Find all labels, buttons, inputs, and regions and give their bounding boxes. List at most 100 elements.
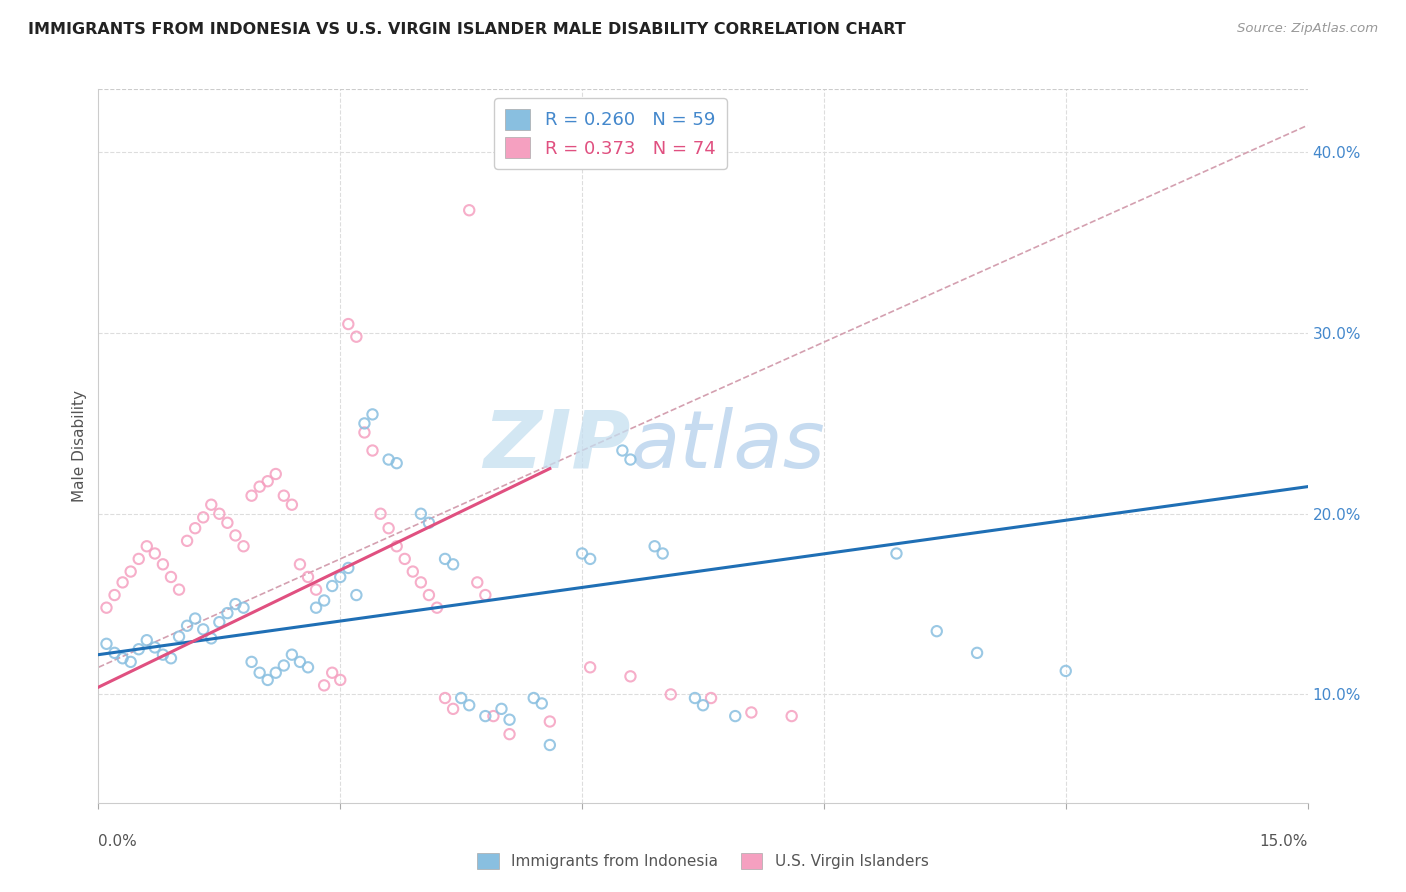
Point bbox=[465, 575, 488, 590]
Point bbox=[337, 561, 360, 575]
Point bbox=[692, 698, 714, 713]
Point bbox=[450, 691, 472, 706]
Point bbox=[925, 624, 948, 639]
Point bbox=[143, 547, 166, 561]
Point bbox=[1054, 664, 1077, 678]
Point bbox=[135, 633, 157, 648]
Point bbox=[353, 417, 375, 431]
Point bbox=[441, 702, 464, 716]
Point bbox=[361, 408, 384, 422]
Point bbox=[193, 510, 215, 524]
Point bbox=[193, 623, 215, 637]
Point bbox=[474, 588, 496, 602]
Text: 0.0%: 0.0% bbox=[98, 834, 138, 849]
Point bbox=[619, 452, 641, 467]
Point bbox=[305, 600, 328, 615]
Point bbox=[321, 665, 343, 680]
Point bbox=[329, 570, 352, 584]
Point bbox=[217, 606, 239, 620]
Point bbox=[579, 660, 602, 674]
Point bbox=[321, 579, 343, 593]
Point bbox=[780, 709, 803, 723]
Point bbox=[370, 507, 392, 521]
Point bbox=[498, 713, 520, 727]
Point bbox=[184, 521, 207, 535]
Point bbox=[208, 507, 231, 521]
Point bbox=[200, 498, 222, 512]
Point bbox=[264, 665, 287, 680]
Point bbox=[167, 582, 190, 597]
Point bbox=[700, 691, 723, 706]
Point bbox=[200, 632, 222, 646]
Point bbox=[288, 558, 311, 572]
Point bbox=[281, 648, 304, 662]
Point bbox=[176, 619, 198, 633]
Point bbox=[176, 533, 198, 548]
Point bbox=[612, 443, 634, 458]
Point bbox=[111, 575, 134, 590]
Point bbox=[740, 706, 762, 720]
Text: 15.0%: 15.0% bbox=[1260, 834, 1308, 849]
Point bbox=[418, 516, 440, 530]
Point bbox=[256, 474, 278, 488]
Point bbox=[458, 698, 481, 713]
Point bbox=[482, 709, 505, 723]
Point bbox=[208, 615, 231, 629]
Point bbox=[579, 552, 602, 566]
Point bbox=[240, 489, 263, 503]
Point bbox=[329, 673, 352, 687]
Point bbox=[135, 539, 157, 553]
Point bbox=[143, 640, 166, 655]
Point bbox=[337, 317, 360, 331]
Point bbox=[434, 691, 457, 706]
Point bbox=[273, 658, 295, 673]
Point bbox=[538, 738, 561, 752]
Point bbox=[441, 558, 464, 572]
Point bbox=[297, 570, 319, 584]
Point bbox=[377, 521, 399, 535]
Point bbox=[409, 507, 432, 521]
Point bbox=[434, 552, 457, 566]
Point bbox=[394, 552, 416, 566]
Point bbox=[160, 651, 183, 665]
Point bbox=[96, 600, 118, 615]
Point bbox=[96, 637, 118, 651]
Point bbox=[344, 329, 367, 343]
Point bbox=[683, 691, 706, 706]
Point bbox=[111, 651, 134, 665]
Point bbox=[491, 702, 513, 716]
Point bbox=[418, 588, 440, 602]
Point bbox=[314, 593, 336, 607]
Point bbox=[305, 582, 328, 597]
Point bbox=[160, 570, 183, 584]
Point bbox=[232, 539, 254, 553]
Point bbox=[281, 498, 304, 512]
Point bbox=[651, 547, 673, 561]
Point bbox=[232, 600, 254, 615]
Point bbox=[886, 547, 908, 561]
Point bbox=[426, 600, 449, 615]
Point bbox=[402, 565, 425, 579]
Point bbox=[264, 467, 287, 481]
Point bbox=[120, 565, 142, 579]
Point bbox=[120, 655, 142, 669]
Point bbox=[619, 669, 641, 683]
Point bbox=[385, 456, 408, 470]
Point bbox=[103, 588, 125, 602]
Point bbox=[644, 539, 666, 553]
Text: IMMIGRANTS FROM INDONESIA VS U.S. VIRGIN ISLANDER MALE DISABILITY CORRELATION CH: IMMIGRANTS FROM INDONESIA VS U.S. VIRGIN… bbox=[28, 22, 905, 37]
Point bbox=[377, 452, 399, 467]
Point bbox=[498, 727, 520, 741]
Point bbox=[966, 646, 988, 660]
Point bbox=[474, 709, 496, 723]
Point bbox=[724, 709, 747, 723]
Point bbox=[224, 597, 246, 611]
Point bbox=[240, 655, 263, 669]
Point bbox=[128, 552, 150, 566]
Point bbox=[224, 528, 246, 542]
Point bbox=[152, 648, 174, 662]
Point bbox=[571, 547, 593, 561]
Point bbox=[361, 443, 384, 458]
Y-axis label: Male Disability: Male Disability bbox=[72, 390, 87, 502]
Point bbox=[523, 691, 546, 706]
